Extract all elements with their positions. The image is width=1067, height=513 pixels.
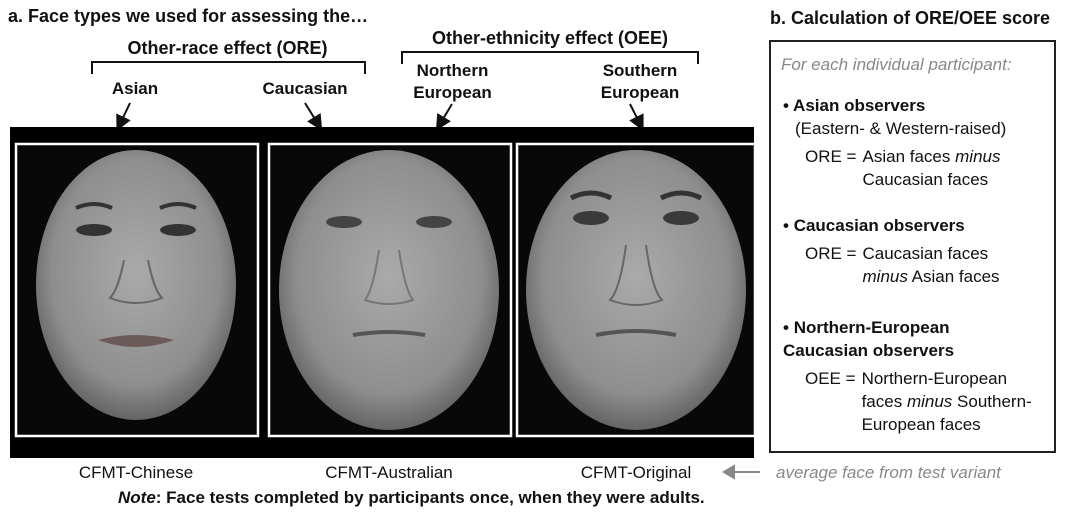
panel-b-box: For each individual participant: • Asian… xyxy=(769,40,1056,453)
face-label: Caucasian xyxy=(262,79,348,98)
formula-lhs: ORE = xyxy=(805,147,857,166)
note-text: : Face tests completed by participants o… xyxy=(155,488,705,507)
formula-op: minus xyxy=(862,267,908,286)
group-label: Other-race effect (ORE) xyxy=(127,38,328,58)
panel-b-title: b. Calculation of ORE/OEE score xyxy=(770,8,1051,28)
caption: CFMT-Australian xyxy=(325,463,453,482)
face-images xyxy=(14,142,757,438)
face-label: Southern European xyxy=(600,61,680,102)
panel-a-graphics xyxy=(10,51,760,480)
item-heading: Northern-European Caucasian observers xyxy=(783,318,955,360)
group-label: Other-ethnicity effect (OEE) xyxy=(431,28,669,48)
caption: CFMT-Original xyxy=(580,463,692,482)
face-label: Asian xyxy=(111,79,159,98)
item-sub: (Eastern- & Western-raised) xyxy=(795,119,1007,138)
formula-first: Northern-European faces xyxy=(861,369,1008,411)
formula-first: Asian faces xyxy=(862,147,951,166)
formula-second: Southern-European faces xyxy=(861,392,1032,434)
formula-first: Caucasian faces xyxy=(862,244,989,263)
formula-lhs: ORE = xyxy=(805,244,857,263)
formula-second: Caucasian faces xyxy=(862,170,989,189)
item-heading: Caucasian observers xyxy=(793,216,965,235)
caption-note: average face from test variant xyxy=(776,463,1001,482)
intro: For each individual participant: xyxy=(781,55,1012,74)
note-label: Note xyxy=(118,488,156,507)
note: Note: Face tests completed by participan… xyxy=(118,487,705,509)
item-heading: Asian observers xyxy=(793,96,926,115)
formula-op: minus xyxy=(906,392,953,411)
item: • Northern-European Caucasian observers … xyxy=(783,318,1032,434)
caption: CFMT-Chinese xyxy=(78,463,194,482)
formula-second: Asian faces xyxy=(911,267,1000,286)
formula-lhs: OEE = xyxy=(805,369,856,388)
panel-a-title: a. Face types we used for assessing the… xyxy=(8,6,369,26)
item: • Caucasian observers ORE = Caucasian fa… xyxy=(783,216,1000,286)
item: • Asian observers (Eastern- & Western-ra… xyxy=(783,94,1053,191)
formula-op: minus xyxy=(955,147,1001,166)
face-label: Northern European xyxy=(413,61,492,102)
